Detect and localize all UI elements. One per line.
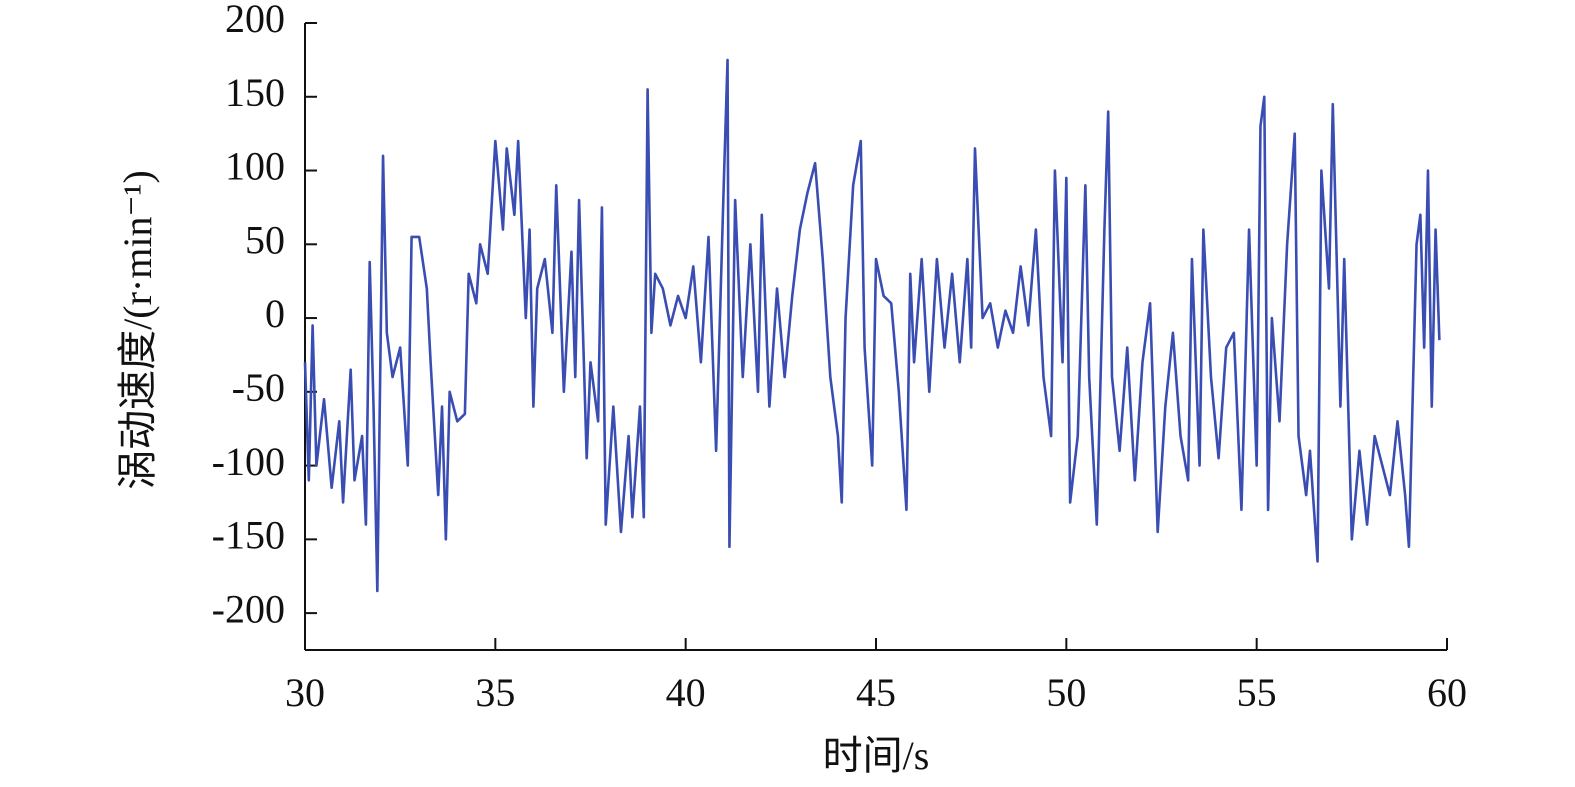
y-tick-label: 100 [225, 144, 285, 189]
x-axis-label: 时间/s [823, 733, 930, 778]
x-tick-label: 45 [856, 670, 896, 715]
x-tick-label: 30 [285, 670, 325, 715]
x-tick-label: 60 [1427, 670, 1467, 715]
y-tick-label: -200 [212, 586, 285, 631]
y-tick-label: -150 [212, 513, 285, 558]
y-tick-label: -100 [212, 439, 285, 484]
x-tick-label: 40 [666, 670, 706, 715]
y-axis-label: 涡动速度/(r·min⁻¹) [115, 170, 160, 490]
y-tick-label: 150 [225, 70, 285, 115]
y-tick-label: 0 [265, 291, 285, 336]
x-tick-label: 50 [1046, 670, 1086, 715]
y-tick-label: 50 [245, 217, 285, 262]
data-line [303, 58, 1441, 593]
y-tick-label: -50 [232, 365, 285, 410]
y-tick-label: 200 [225, 0, 285, 41]
x-tick-label: 55 [1237, 670, 1277, 715]
x-tick-label: 35 [475, 670, 515, 715]
